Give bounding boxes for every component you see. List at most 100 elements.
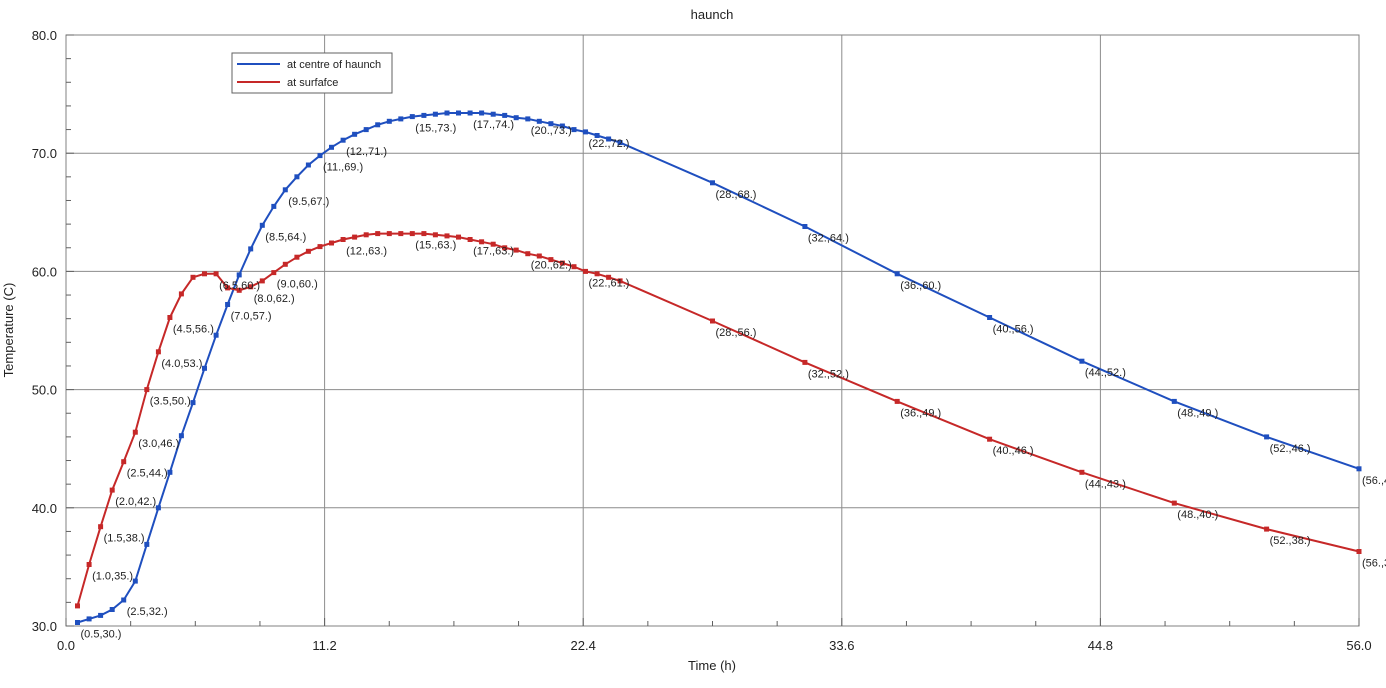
data-point-centre — [1356, 466, 1362, 472]
data-point-surface — [305, 248, 311, 254]
data-point-centre — [282, 187, 288, 193]
data-point-surface — [259, 278, 265, 284]
data-point-centre — [1264, 434, 1270, 440]
data-point-surface — [248, 284, 254, 290]
data-point-surface — [456, 234, 461, 240]
data-point-centre — [479, 110, 485, 116]
data-point-centre — [409, 114, 415, 120]
data-label-centre: (48.,49.) — [1177, 407, 1218, 419]
data-point-centre — [375, 122, 381, 128]
data-point-centre — [213, 332, 219, 338]
data-point-centre — [432, 111, 438, 117]
data-label-surface: (9.0,60.) — [277, 279, 318, 291]
data-point-surface — [271, 270, 277, 276]
data-point-surface — [236, 287, 242, 293]
data-point-centre — [144, 541, 150, 547]
data-label-surface: (3.5,50.) — [150, 396, 191, 408]
data-point-surface — [617, 278, 623, 284]
data-point-surface — [386, 231, 392, 237]
data-label-centre: (15.,73.) — [415, 123, 456, 135]
data-point-surface — [421, 231, 427, 237]
data-label-surface: (44.,43.) — [1085, 478, 1126, 490]
data-point-centre — [444, 110, 450, 116]
data-point-surface — [559, 260, 565, 266]
data-point-centre — [617, 140, 623, 146]
data-point-centre — [271, 203, 277, 209]
data-point-surface — [340, 237, 346, 242]
data-point-centre — [167, 469, 173, 475]
data-point-surface — [1356, 549, 1362, 554]
data-point-centre — [802, 224, 808, 229]
data-point-surface — [594, 271, 600, 277]
data-point-surface — [155, 349, 161, 355]
y-tick-label: 40.0 — [32, 501, 57, 516]
data-point-surface — [398, 231, 404, 237]
data-point-centre — [329, 144, 334, 150]
data-labels: (0.5,30.) (2.5,32.) (7.0,57.) (8.5,64.) (9.5… — [81, 119, 1386, 641]
data-point-surface — [132, 429, 138, 435]
data-point-centre — [559, 123, 565, 129]
grid — [66, 35, 1359, 626]
data-point-surface — [502, 245, 508, 251]
data-label-surface: (6.5,60.) — [219, 280, 260, 292]
data-label-surface: (17.,63.) — [473, 246, 514, 258]
data-point-surface — [710, 318, 715, 324]
legend-label-centre: at centre of haunch — [287, 59, 381, 71]
data-point-surface — [144, 387, 150, 393]
data-label-surface: (20.,62.) — [531, 260, 572, 272]
data-label-centre: (20.,73.) — [531, 125, 572, 137]
data-point-centre — [525, 116, 531, 122]
legend-box — [231, 52, 393, 94]
data-point-surface — [525, 251, 531, 257]
data-point-centre — [386, 118, 392, 124]
data-point-centre — [1079, 358, 1085, 364]
data-label-surface: (8.0,62.) — [254, 293, 295, 305]
data-point-centre — [502, 112, 508, 118]
series-lines — [75, 110, 1362, 625]
y-tick-label: 60.0 — [32, 264, 57, 279]
x-tick-label: 0.0 — [57, 638, 75, 653]
y-axis-label: Temperature (C) — [1, 283, 16, 378]
data-point-centre — [594, 133, 600, 138]
data-label-centre: (44.,52.) — [1085, 367, 1126, 379]
data-label-centre: (28.,68.) — [716, 189, 757, 201]
y-tick-label: 70.0 — [32, 146, 57, 161]
data-label-surface: (40.,46.) — [993, 445, 1034, 457]
data-point-centre — [132, 578, 138, 584]
data-point-centre — [987, 315, 993, 320]
data-label-surface: (1.0,35.) — [92, 571, 133, 583]
data-point-surface — [1171, 500, 1177, 506]
data-point-surface — [409, 231, 415, 237]
x-tick-label: 22.4 — [571, 638, 596, 653]
data-point-centre — [352, 131, 358, 137]
data-point-surface — [987, 436, 993, 442]
data-label-centre: (52.,46.) — [1270, 443, 1311, 455]
data-point-centre — [317, 153, 323, 159]
data-point-centre — [98, 612, 104, 618]
data-label-surface: (52.,38.) — [1270, 535, 1311, 547]
data-point-centre — [456, 110, 461, 116]
data-point-surface — [583, 268, 588, 274]
data-point-surface — [225, 285, 231, 291]
chart-title: haunch — [691, 7, 734, 22]
data-point-surface — [490, 241, 496, 247]
data-label-surface: (1.5,38.) — [104, 533, 145, 545]
data-point-surface — [894, 398, 900, 404]
data-point-surface — [317, 244, 323, 250]
data-label-centre: (17.,74.) — [473, 119, 514, 131]
data-label-centre: (9.5,67.) — [288, 196, 329, 208]
data-point-surface — [479, 239, 485, 245]
data-point-surface — [363, 232, 369, 238]
data-point-surface — [1079, 469, 1085, 475]
data-label-surface: (36.,49.) — [900, 407, 941, 419]
data-label-surface: (56.,3 — [1362, 558, 1386, 570]
data-point-centre — [467, 110, 473, 116]
data-point-surface — [109, 487, 115, 493]
data-point-centre — [340, 137, 346, 143]
data-label-centre: (2.5,32.) — [127, 606, 168, 618]
data-label-centre: (8.5,64.) — [265, 231, 306, 243]
data-point-centre — [894, 271, 900, 277]
data-point-centre — [202, 365, 207, 371]
data-point-centre — [155, 505, 161, 511]
data-point-centre — [398, 116, 404, 122]
